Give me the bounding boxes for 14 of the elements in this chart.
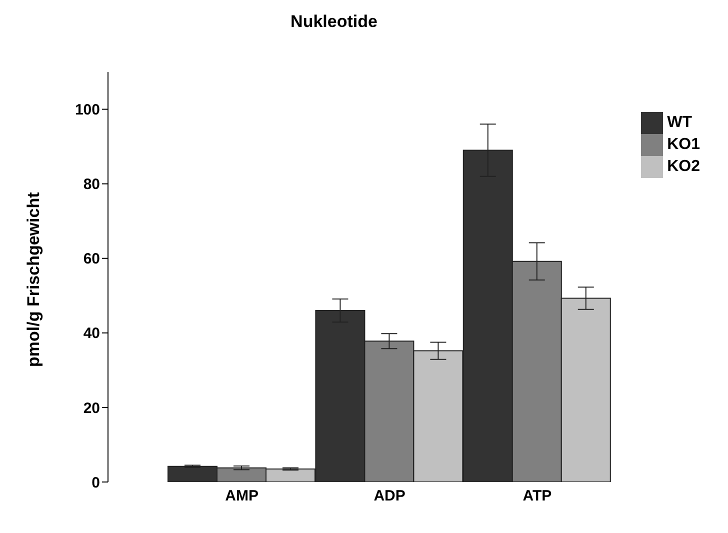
y-tick-label: 60 bbox=[83, 250, 100, 268]
legend-label: KO2 bbox=[667, 158, 700, 176]
chart-title: Nukleotide bbox=[290, 12, 378, 32]
x-tick-label: AMP bbox=[225, 488, 259, 505]
y-axis-title: pmol/g Frischgewicht bbox=[24, 192, 44, 367]
y-tick-label: 100 bbox=[74, 102, 100, 119]
y-tick-label: 20 bbox=[83, 400, 100, 417]
x-tick-label: ATP bbox=[522, 488, 552, 505]
y-tick-label: 80 bbox=[83, 176, 100, 194]
legend-label: WT bbox=[667, 114, 692, 132]
y-tick-label: 0 bbox=[92, 474, 100, 492]
x-tick-label: ADP bbox=[374, 488, 406, 505]
y-tick-label: 40 bbox=[83, 325, 100, 342]
legend-label: KO1 bbox=[667, 136, 700, 154]
